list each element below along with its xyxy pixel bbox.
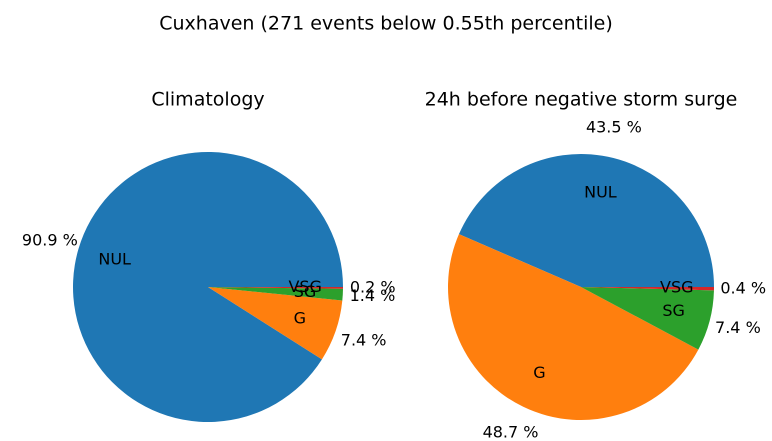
slice-percent: 0.4 % bbox=[720, 279, 766, 298]
pie-title: Climatology bbox=[151, 89, 264, 111]
slice-percent: 1.4 % bbox=[350, 286, 396, 305]
pie-slice bbox=[581, 287, 714, 350]
pie-slice bbox=[72, 151, 343, 422]
slice-percent: 7.4 % bbox=[341, 330, 387, 349]
slice-label: VSG bbox=[288, 277, 322, 296]
slice-label: NUL bbox=[584, 183, 617, 202]
pie-slice bbox=[458, 154, 714, 287]
slice-label: G bbox=[294, 308, 306, 327]
slice-percent: 48.7 % bbox=[483, 423, 539, 441]
slice-label: SG bbox=[294, 282, 317, 301]
slice-label: VSG bbox=[660, 278, 694, 297]
pie-slice bbox=[208, 287, 343, 301]
pie-slice bbox=[581, 287, 714, 291]
pie-title: 24h before negative storm surge bbox=[425, 89, 738, 111]
slice-percent: 43.5 % bbox=[586, 118, 642, 137]
slice-label: NUL bbox=[98, 249, 131, 268]
pie-slice bbox=[208, 287, 343, 360]
slice-percent: 7.4 % bbox=[715, 318, 761, 337]
pie-slice bbox=[447, 234, 699, 421]
slice-label: SG bbox=[662, 301, 685, 320]
slice-percent: 90.9 % bbox=[22, 231, 78, 250]
slice-label: G bbox=[533, 363, 545, 382]
slice-percent: 0.2 % bbox=[350, 278, 396, 297]
pie-slice bbox=[208, 287, 343, 289]
figure-title: Cuxhaven (271 events below 0.55th percen… bbox=[159, 13, 613, 35]
